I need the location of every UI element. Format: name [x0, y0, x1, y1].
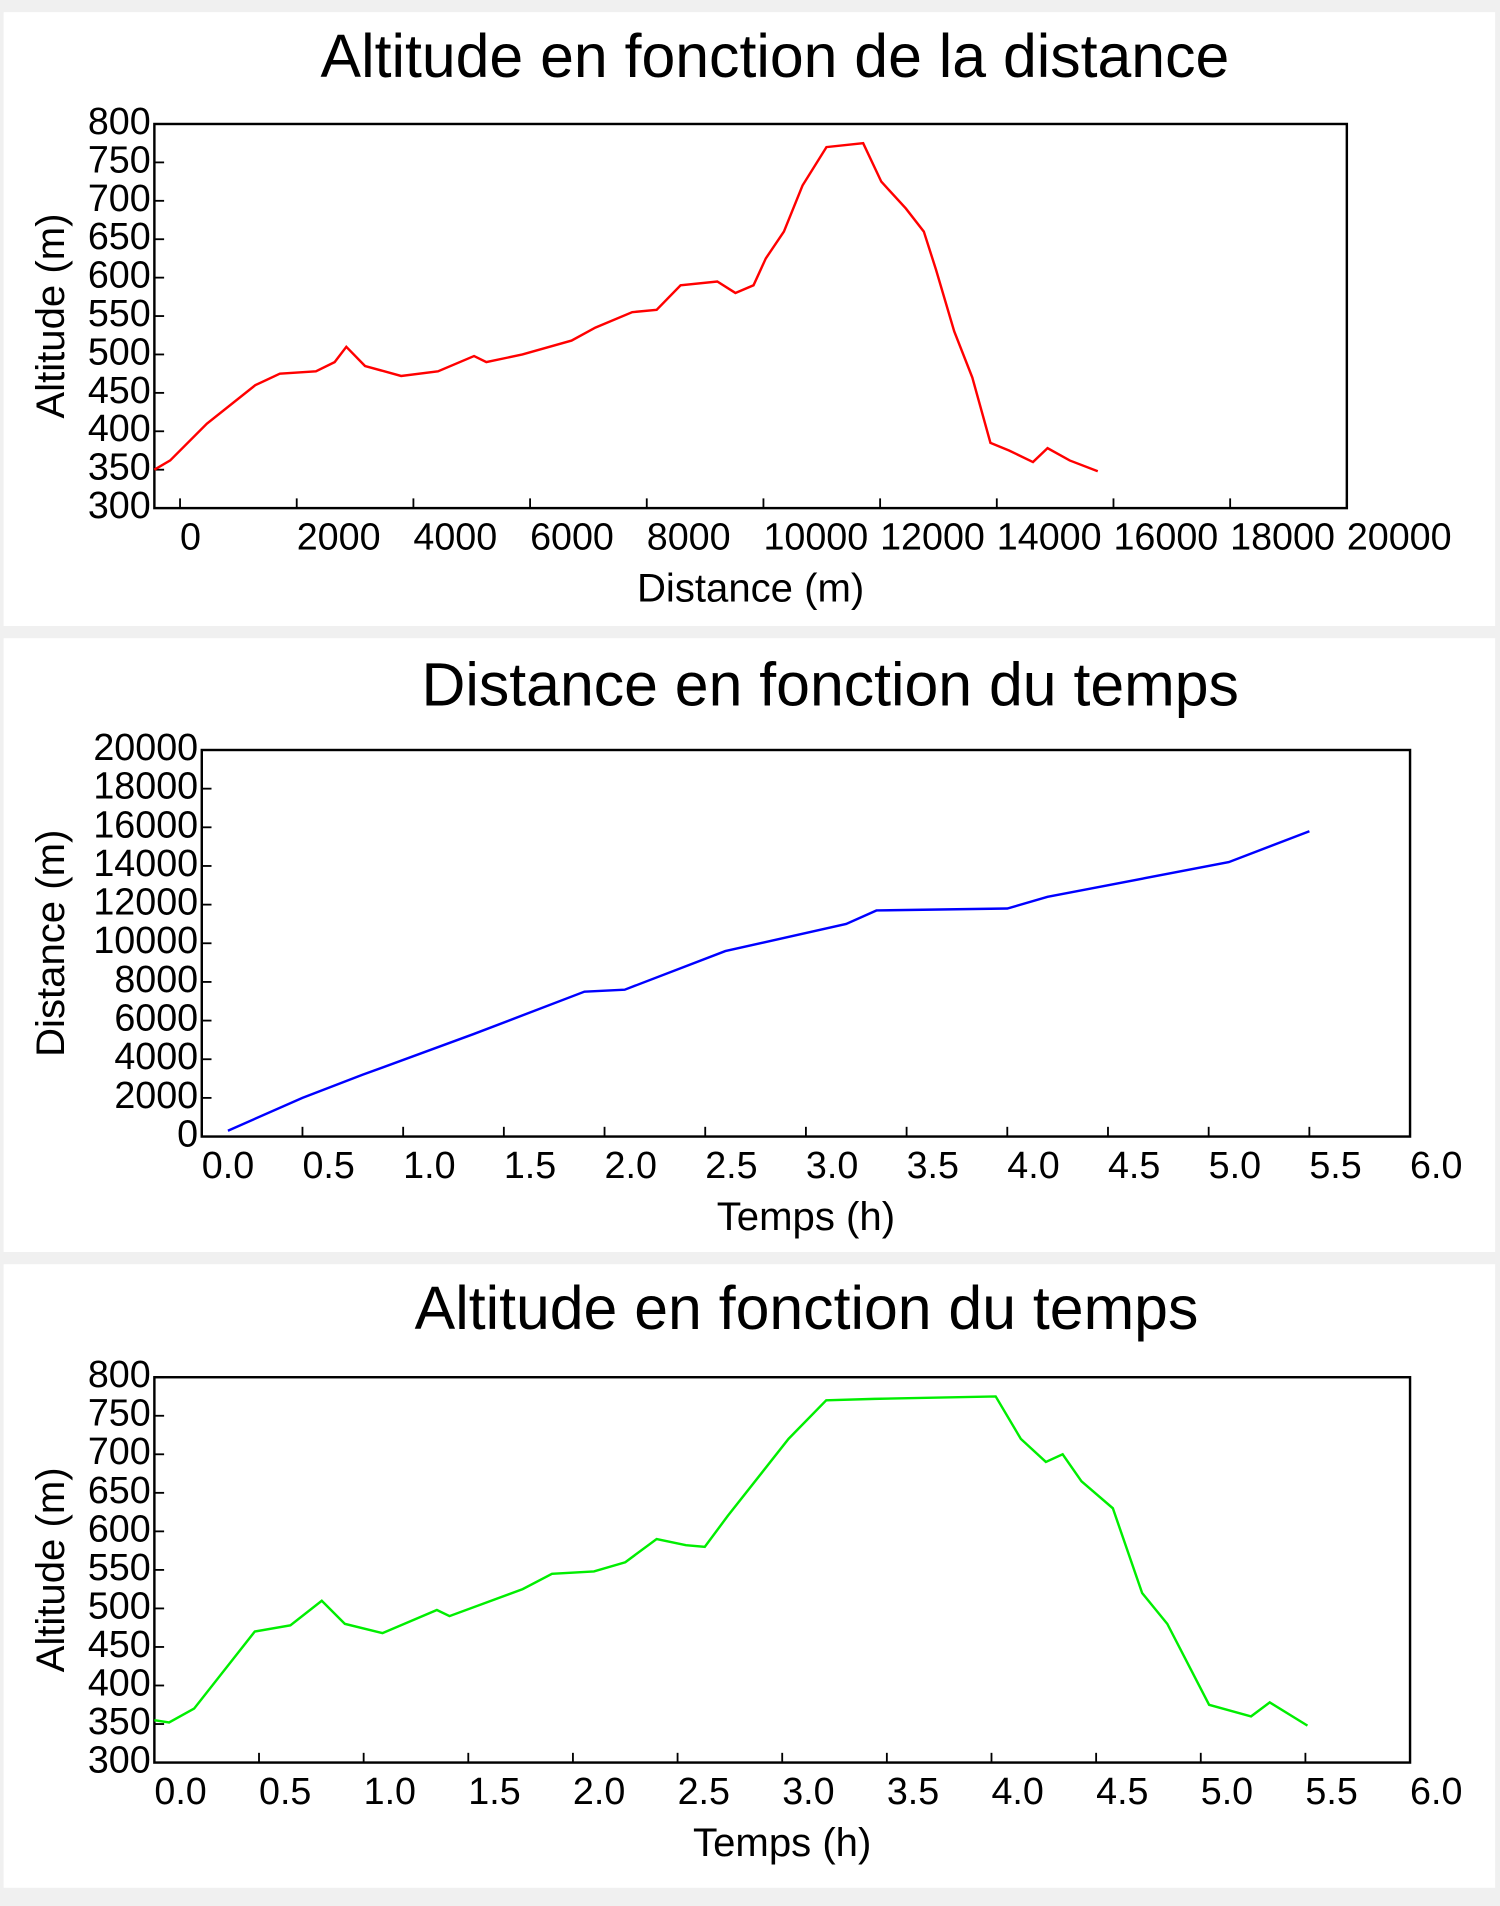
y-tick-label: 550: [88, 292, 151, 334]
y-tick-label: 400: [88, 407, 151, 449]
x-tick-label: 2.0: [573, 1770, 625, 1812]
y-tick-label: 300: [88, 484, 151, 526]
y-tick-label: 8000: [114, 958, 198, 1000]
x-tick-label: 2000: [297, 516, 381, 558]
x-tick-label: 6.0: [1410, 1144, 1462, 1186]
panel: [3, 12, 1496, 627]
y-tick-label: 550: [88, 1546, 151, 1588]
y-tick-label: 0: [177, 1113, 198, 1155]
chart-title: Altitude en fonction du temps: [415, 1274, 1199, 1342]
y-tick-label: 300: [88, 1739, 151, 1781]
x-axis-label: Temps (h): [693, 1821, 871, 1865]
x-tick-label: 3.0: [806, 1144, 858, 1186]
y-tick-label: 450: [88, 1623, 151, 1665]
y-tick-label: 20000: [93, 726, 198, 768]
y-axis-label: Altitude (m): [29, 214, 73, 419]
x-tick-label: 5.5: [1309, 1144, 1361, 1186]
x-tick-label: 5.0: [1201, 1770, 1253, 1812]
y-tick-label: 10000: [93, 919, 198, 961]
x-tick-label: 1.0: [364, 1770, 416, 1812]
x-tick-label: 16000: [1113, 516, 1218, 558]
x-tick-label: 0: [180, 516, 201, 558]
x-tick-label: 6.0: [1410, 1770, 1462, 1812]
x-tick-label: 2.5: [678, 1770, 730, 1812]
y-tick-label: 18000: [93, 765, 198, 807]
x-tick-label: 12000: [880, 516, 985, 558]
x-tick-label: 5.0: [1209, 1144, 1261, 1186]
x-tick-label: 0.0: [154, 1770, 206, 1812]
data-line: [153, 141, 1099, 473]
x-tick-label: 0.5: [259, 1770, 311, 1812]
y-axis-label: Altitude (m): [29, 1467, 73, 1672]
x-tick-label: 8000: [647, 516, 731, 558]
y-tick-label: 700: [88, 177, 151, 219]
panel: [3, 1264, 1496, 1888]
plot-frame: [200, 748, 1412, 1138]
x-tick-label: 4.5: [1108, 1144, 1160, 1186]
data-line: [227, 830, 1310, 1132]
y-tick-label: 350: [88, 446, 151, 488]
x-tick-label: 1.5: [504, 1144, 556, 1186]
y-tick-label: 800: [88, 1353, 151, 1395]
x-tick-label: 2.5: [705, 1144, 757, 1186]
x-tick-label: 3.5: [907, 1144, 959, 1186]
x-tick-label: 20000: [1347, 516, 1452, 558]
y-tick-label: 4000: [114, 1035, 198, 1077]
x-tick-label: 3.0: [782, 1770, 834, 1812]
x-tick-label: 4.5: [1096, 1770, 1148, 1812]
y-tick-label: 700: [88, 1430, 151, 1472]
y-tick-label: 600: [88, 254, 151, 296]
y-axis-label: Distance (m): [29, 830, 73, 1057]
y-tick-label: 6000: [114, 997, 198, 1039]
y-tick-label: 350: [88, 1700, 151, 1742]
y-tick-label: 750: [88, 138, 151, 180]
x-axis-label: Temps (h): [717, 1195, 895, 1239]
y-tick-label: 16000: [93, 803, 198, 845]
data-line: [154, 1395, 1309, 1727]
x-tick-label: 5.5: [1305, 1770, 1357, 1812]
x-tick-label: 14000: [997, 516, 1102, 558]
y-tick-label: 12000: [93, 881, 198, 923]
y-tick-label: 2000: [114, 1074, 198, 1116]
x-tick-label: 4.0: [1007, 1144, 1059, 1186]
y-tick-label: 500: [88, 1584, 151, 1626]
chart-title: Distance en fonction du temps: [422, 650, 1239, 718]
y-tick-label: 450: [88, 369, 151, 411]
x-tick-label: 0.5: [302, 1144, 354, 1186]
y-tick-label: 500: [88, 330, 151, 372]
y-tick-label: 800: [88, 100, 151, 142]
chart-title: Altitude en fonction de la distance: [321, 22, 1230, 90]
y-tick-label: 750: [88, 1392, 151, 1434]
x-axis-label: Distance (m): [637, 566, 864, 610]
y-tick-label: 650: [88, 215, 151, 257]
plot-frame: [153, 122, 1349, 510]
x-tick-label: 1.5: [468, 1770, 520, 1812]
x-tick-label: 6000: [530, 516, 614, 558]
x-tick-label: 0.0: [202, 1144, 254, 1186]
x-tick-label: 3.5: [887, 1770, 939, 1812]
x-tick-label: 1.0: [403, 1144, 455, 1186]
plot-frame: [153, 1376, 1412, 1764]
y-tick-label: 650: [88, 1469, 151, 1511]
x-tick-label: 4.0: [991, 1770, 1043, 1812]
y-tick-label: 14000: [93, 842, 198, 884]
x-tick-label: 10000: [763, 516, 868, 558]
x-tick-label: 2.0: [605, 1144, 657, 1186]
y-tick-label: 400: [88, 1661, 151, 1703]
x-tick-label: 4000: [413, 516, 497, 558]
x-tick-label: 18000: [1230, 516, 1335, 558]
y-tick-label: 600: [88, 1507, 151, 1549]
